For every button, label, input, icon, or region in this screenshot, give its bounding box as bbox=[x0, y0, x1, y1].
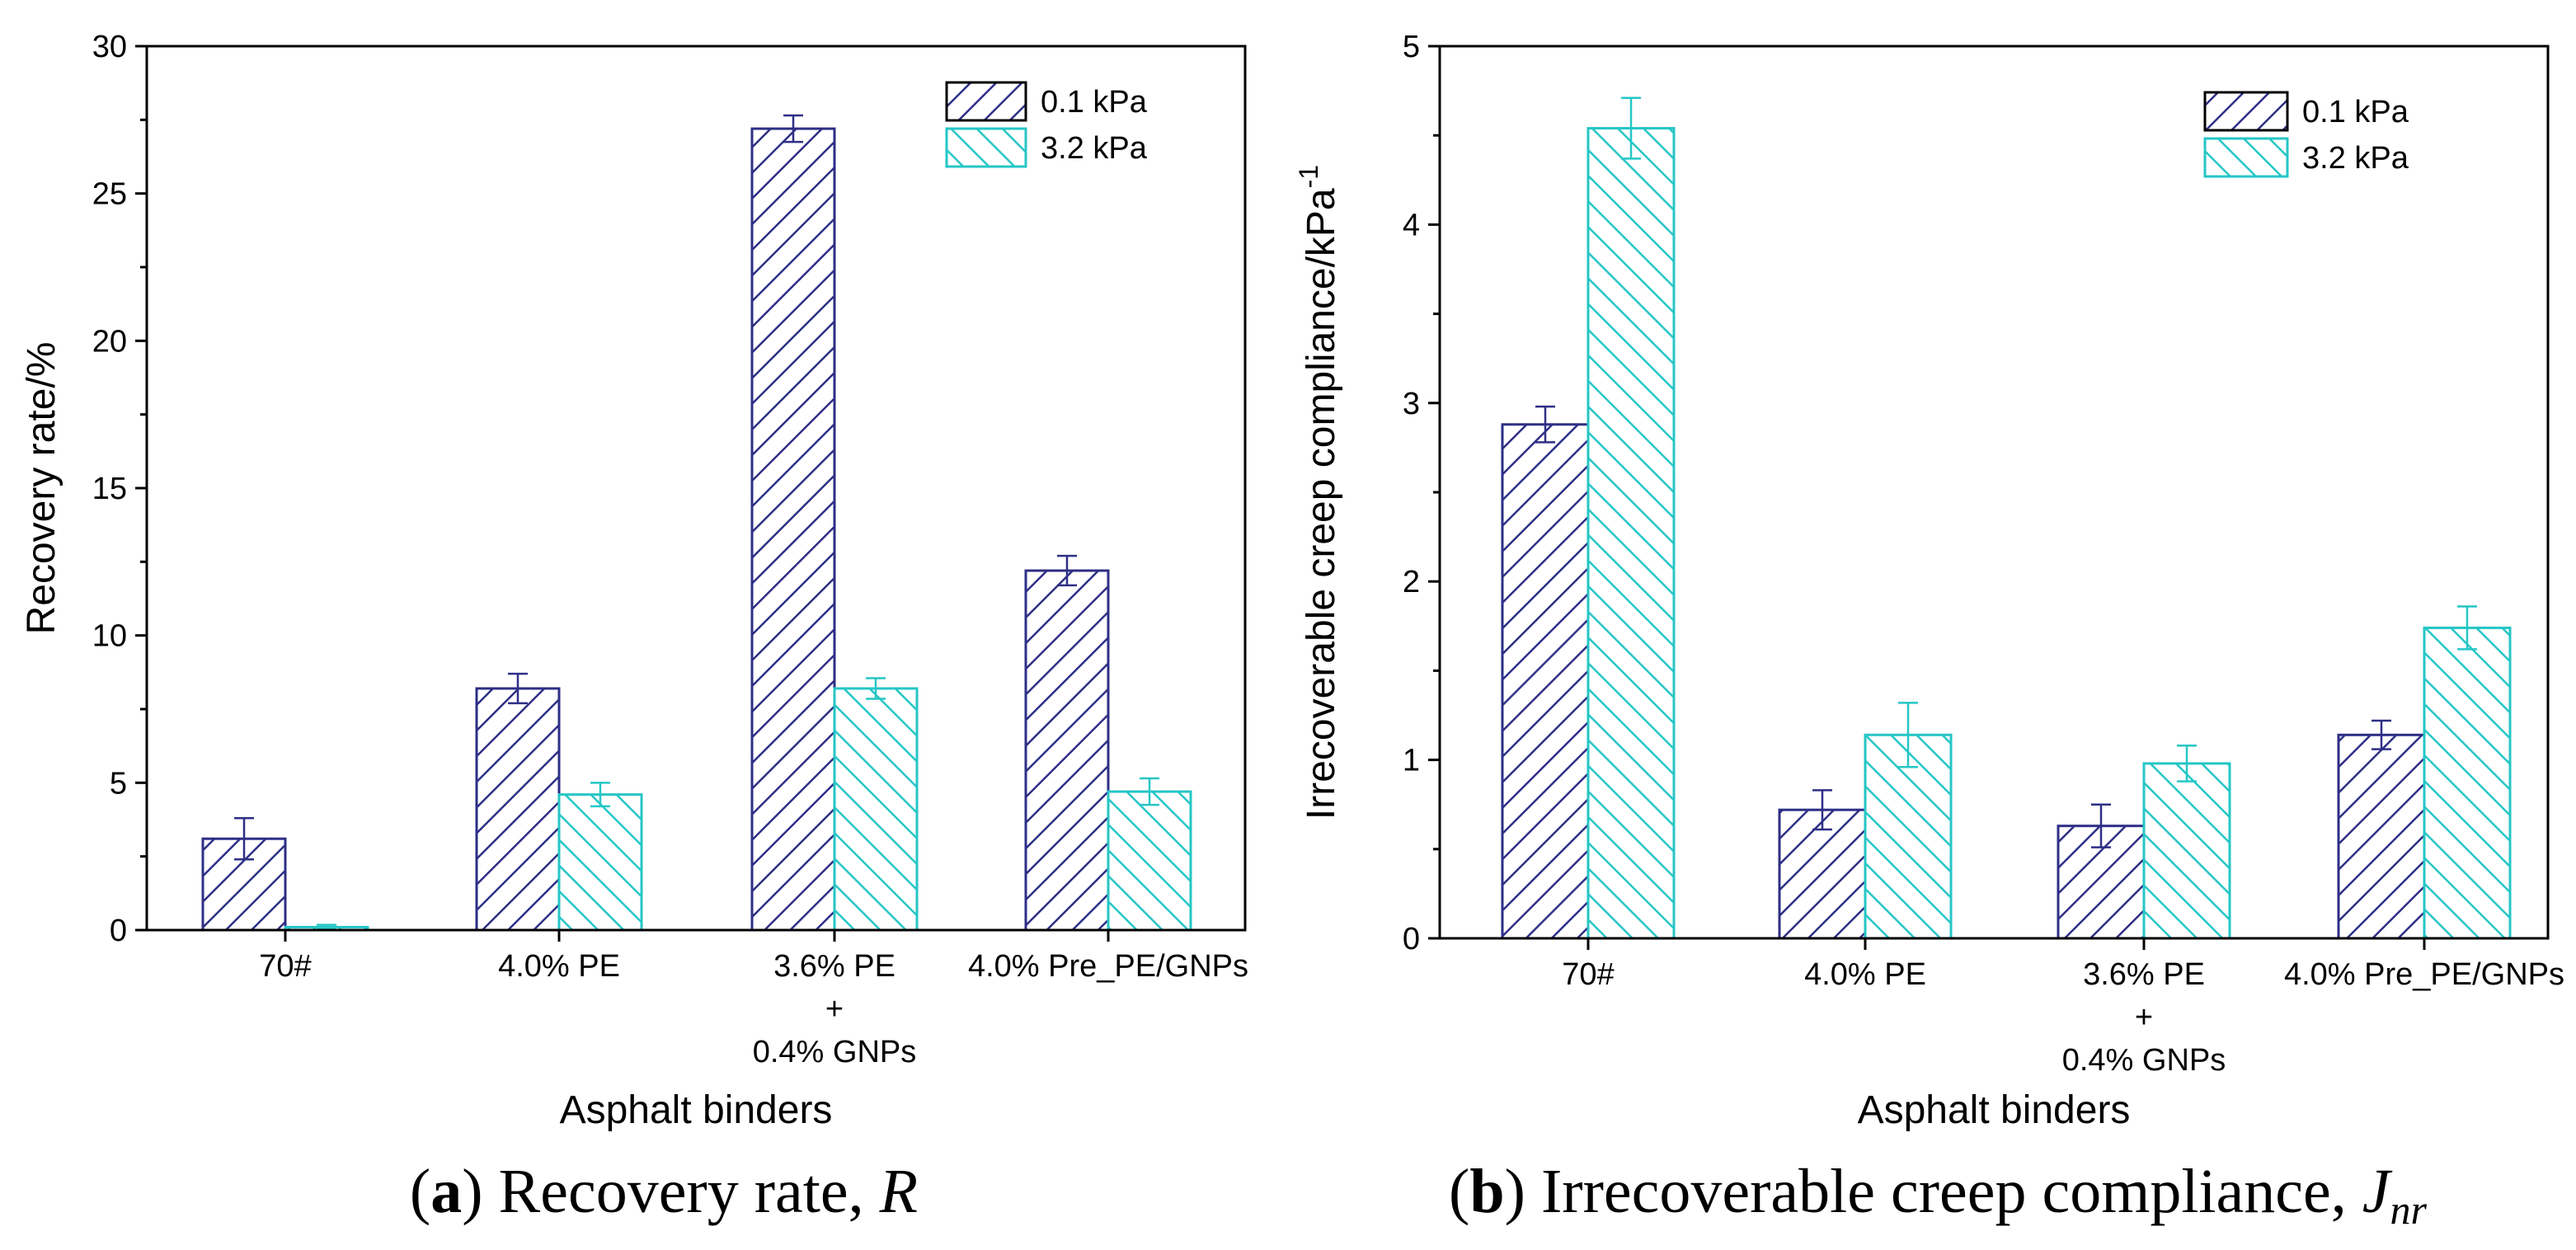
legend-label-0: 0.1 kPa bbox=[1041, 85, 1148, 120]
y-tick-label: 25 bbox=[92, 177, 127, 212]
y-tick-label: 2 bbox=[1403, 565, 1420, 599]
x-tick-label-line: 3.6% PE bbox=[2083, 957, 2205, 992]
panel-caption: (b) Irrecoverable creep compliance, Jnr bbox=[1449, 1157, 2427, 1233]
y-tick-label: 10 bbox=[92, 619, 127, 654]
legend-swatch-0 bbox=[2203, 91, 2289, 132]
legend-label-0: 0.1 kPa bbox=[2302, 95, 2409, 129]
bar-high-stress-1 bbox=[557, 793, 643, 932]
x-tick-label-line: 4.0% Pre_PE/GNPs bbox=[968, 949, 1248, 984]
caption-text: Irrecoverable creep compliance, bbox=[1541, 1157, 2362, 1226]
y-axis-title-text: Recovery rate/% bbox=[20, 342, 63, 635]
bar-low-stress-1 bbox=[475, 687, 561, 932]
bar-high-stress-2 bbox=[833, 687, 919, 932]
x-tick-label-line: 4.0% Pre_PE/GNPs bbox=[2284, 957, 2564, 992]
bar-low-stress-3 bbox=[2337, 733, 2426, 940]
x-tick-label: 4.0% Pre_PE/GNPs bbox=[968, 949, 1248, 984]
x-tick-label-line: + bbox=[825, 992, 844, 1027]
bar-low-stress-0 bbox=[1501, 423, 1590, 940]
legend-label-1: 3.2 kPa bbox=[1041, 131, 1148, 166]
caption-symbol: J bbox=[2362, 1157, 2393, 1226]
panel-caption: (a) Recovery rate, R bbox=[410, 1157, 918, 1226]
y-tick-label: 0 bbox=[1403, 922, 1420, 956]
y-tick-label: 20 bbox=[92, 324, 127, 359]
y-tick-label: 1 bbox=[1403, 744, 1420, 778]
x-tick-label: 3.6% PE +0.4% GNPs bbox=[2062, 957, 2226, 1078]
caption-open-paren: ( bbox=[410, 1157, 430, 1226]
chart-recovery-rate: 0 5 10 15 20 25 30 70# 4.0% PE 3.6% PE +0.4% GNPs 4… bbox=[20, 30, 1248, 1226]
caption-close-paren: ) bbox=[462, 1157, 498, 1226]
x-tick-label-line: 70# bbox=[259, 949, 311, 984]
x-tick-label: 70# bbox=[1562, 957, 1614, 992]
y-tick-label: 5 bbox=[1403, 30, 1420, 64]
x-axis-title: Asphalt binders bbox=[1858, 1088, 2131, 1132]
x-tick-label-line: 70# bbox=[1562, 957, 1614, 992]
bar-high-stress-2 bbox=[2142, 762, 2231, 940]
x-tick-label-line: 0.4% GNPs bbox=[753, 1035, 917, 1069]
chart-irrecoverable-creep-compliance: 0 1 2 3 4 5 70# 4.0% PE 3.6% PE +0.4% GNPs 4.0% Pr… bbox=[1294, 30, 2564, 1233]
x-tick-label: 4.0% Pre_PE/GNPs bbox=[2284, 957, 2564, 992]
caption-symbol: R bbox=[879, 1157, 918, 1226]
x-tick-label-line: 0.4% GNPs bbox=[2062, 1043, 2226, 1078]
bar-low-stress-2 bbox=[750, 127, 836, 932]
bar-high-stress-3 bbox=[2423, 626, 2512, 940]
legend-swatch-1 bbox=[945, 127, 1027, 168]
bar-low-stress-1 bbox=[1778, 808, 1867, 940]
y-axis-title-text: Irrecoverable creep compliance/kPa bbox=[1300, 188, 1343, 820]
caption-symbol-subscript: nr bbox=[2390, 1187, 2427, 1233]
bar-high-stress-3 bbox=[1107, 790, 1192, 932]
y-tick-label: 30 bbox=[92, 30, 127, 64]
legend-swatch-1 bbox=[2203, 137, 2289, 178]
y-axis-title-superscript: -1 bbox=[1294, 165, 1323, 188]
bar-high-stress-1 bbox=[1864, 733, 1953, 940]
y-tick-label: 5 bbox=[110, 766, 127, 801]
y-axis-title: Recovery rate/% bbox=[20, 342, 63, 635]
x-tick-label-line: 3.6% PE bbox=[773, 949, 895, 984]
caption-open-paren: ( bbox=[1449, 1157, 1469, 1226]
y-tick-label: 0 bbox=[110, 914, 127, 948]
y-tick-label: 4 bbox=[1403, 208, 1420, 242]
legend-label-1: 3.2 kPa bbox=[2302, 141, 2409, 176]
y-tick-label: 15 bbox=[92, 472, 127, 506]
x-tick-label: 70# bbox=[259, 949, 311, 984]
caption-close-paren: ) bbox=[1505, 1157, 1541, 1226]
x-axis-title: Asphalt binders bbox=[560, 1088, 833, 1132]
x-tick-label: 4.0% PE bbox=[1804, 957, 1926, 992]
x-tick-label-line: 4.0% PE bbox=[1804, 957, 1926, 992]
bar-low-stress-3 bbox=[1024, 569, 1110, 932]
y-tick-label: 3 bbox=[1403, 387, 1420, 421]
x-tick-label-line: 4.0% PE bbox=[498, 949, 620, 984]
x-tick-label: 3.6% PE +0.4% GNPs bbox=[753, 949, 917, 1069]
x-tick-label-line: + bbox=[2135, 1000, 2153, 1035]
caption-panel-label: a bbox=[430, 1157, 462, 1226]
caption-panel-label: b bbox=[1469, 1157, 1504, 1226]
legend-swatch-0 bbox=[945, 81, 1027, 122]
x-tick-label: 4.0% PE bbox=[498, 949, 620, 984]
caption-text: Recovery rate, bbox=[499, 1157, 880, 1226]
bar-high-stress-0 bbox=[1586, 127, 1676, 940]
y-axis-title: Irrecoverable creep compliance/kPa-1 bbox=[1294, 165, 1343, 820]
